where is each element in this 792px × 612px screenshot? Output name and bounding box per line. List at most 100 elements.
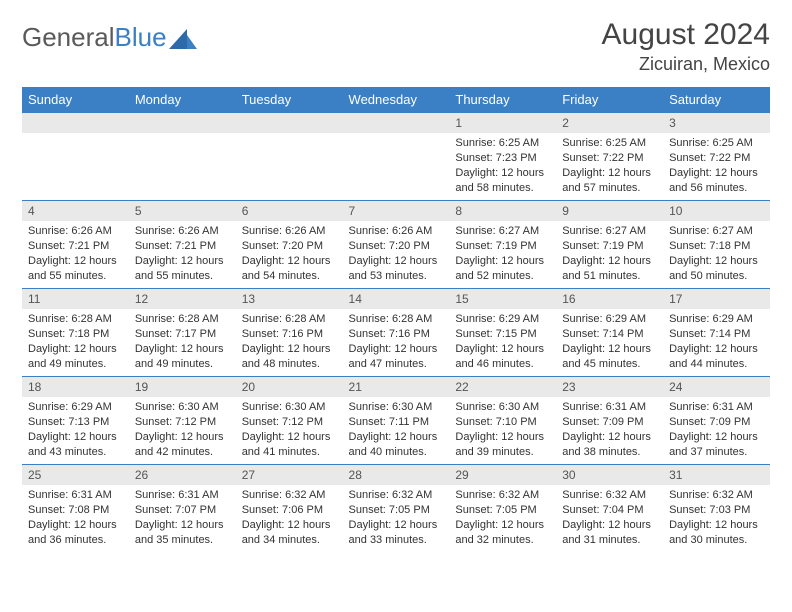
calendar-cell: 23Sunrise: 6:31 AMSunset: 7:09 PMDayligh… xyxy=(556,377,663,465)
day-number: 31 xyxy=(663,465,770,485)
day-number: 18 xyxy=(22,377,129,397)
day-number: 30 xyxy=(556,465,663,485)
day-number xyxy=(343,113,450,133)
day-content: Sunrise: 6:32 AMSunset: 7:04 PMDaylight:… xyxy=(556,485,663,551)
calendar-cell: 4Sunrise: 6:26 AMSunset: 7:21 PMDaylight… xyxy=(22,201,129,289)
day-content: Sunrise: 6:27 AMSunset: 7:19 PMDaylight:… xyxy=(556,221,663,287)
day-content: Sunrise: 6:25 AMSunset: 7:22 PMDaylight:… xyxy=(556,133,663,199)
calendar-cell: 9Sunrise: 6:27 AMSunset: 7:19 PMDaylight… xyxy=(556,201,663,289)
calendar-cell: 29Sunrise: 6:32 AMSunset: 7:05 PMDayligh… xyxy=(449,465,556,553)
calendar-cell: 19Sunrise: 6:30 AMSunset: 7:12 PMDayligh… xyxy=(129,377,236,465)
logo-triangle-icon xyxy=(169,29,197,49)
calendar-cell: 12Sunrise: 6:28 AMSunset: 7:17 PMDayligh… xyxy=(129,289,236,377)
day-header: Monday xyxy=(129,87,236,113)
day-number: 15 xyxy=(449,289,556,309)
day-number: 19 xyxy=(129,377,236,397)
day-number: 1 xyxy=(449,113,556,133)
day-number: 7 xyxy=(343,201,450,221)
day-header: Tuesday xyxy=(236,87,343,113)
calendar-cell: 24Sunrise: 6:31 AMSunset: 7:09 PMDayligh… xyxy=(663,377,770,465)
day-number: 20 xyxy=(236,377,343,397)
calendar-cell: 2Sunrise: 6:25 AMSunset: 7:22 PMDaylight… xyxy=(556,113,663,201)
calendar-cell xyxy=(343,113,450,201)
day-number: 29 xyxy=(449,465,556,485)
day-number xyxy=(236,113,343,133)
day-number xyxy=(129,113,236,133)
day-content: Sunrise: 6:26 AMSunset: 7:20 PMDaylight:… xyxy=(343,221,450,287)
header: GeneralBlue August 2024 Zicuiran, Mexico xyxy=(22,18,770,75)
calendar-cell: 20Sunrise: 6:30 AMSunset: 7:12 PMDayligh… xyxy=(236,377,343,465)
day-content: Sunrise: 6:29 AMSunset: 7:13 PMDaylight:… xyxy=(22,397,129,463)
title-block: August 2024 Zicuiran, Mexico xyxy=(602,18,770,75)
day-number: 3 xyxy=(663,113,770,133)
day-number: 5 xyxy=(129,201,236,221)
calendar-cell: 3Sunrise: 6:25 AMSunset: 7:22 PMDaylight… xyxy=(663,113,770,201)
month-title: August 2024 xyxy=(602,18,770,52)
calendar-cell xyxy=(236,113,343,201)
day-number: 12 xyxy=(129,289,236,309)
day-content: Sunrise: 6:29 AMSunset: 7:15 PMDaylight:… xyxy=(449,309,556,375)
day-content: Sunrise: 6:31 AMSunset: 7:08 PMDaylight:… xyxy=(22,485,129,551)
day-content: Sunrise: 6:32 AMSunset: 7:05 PMDaylight:… xyxy=(449,485,556,551)
calendar-week-row: 25Sunrise: 6:31 AMSunset: 7:08 PMDayligh… xyxy=(22,465,770,553)
day-header: Friday xyxy=(556,87,663,113)
calendar-cell: 22Sunrise: 6:30 AMSunset: 7:10 PMDayligh… xyxy=(449,377,556,465)
day-header: Wednesday xyxy=(343,87,450,113)
day-content: Sunrise: 6:26 AMSunset: 7:21 PMDaylight:… xyxy=(22,221,129,287)
calendar-cell: 11Sunrise: 6:28 AMSunset: 7:18 PMDayligh… xyxy=(22,289,129,377)
calendar-cell: 30Sunrise: 6:32 AMSunset: 7:04 PMDayligh… xyxy=(556,465,663,553)
calendar-cell: 16Sunrise: 6:29 AMSunset: 7:14 PMDayligh… xyxy=(556,289,663,377)
calendar-cell: 5Sunrise: 6:26 AMSunset: 7:21 PMDaylight… xyxy=(129,201,236,289)
calendar-cell: 28Sunrise: 6:32 AMSunset: 7:05 PMDayligh… xyxy=(343,465,450,553)
day-number: 24 xyxy=(663,377,770,397)
day-number: 23 xyxy=(556,377,663,397)
calendar-cell: 31Sunrise: 6:32 AMSunset: 7:03 PMDayligh… xyxy=(663,465,770,553)
day-number: 21 xyxy=(343,377,450,397)
day-content: Sunrise: 6:28 AMSunset: 7:16 PMDaylight:… xyxy=(343,309,450,375)
logo: GeneralBlue xyxy=(22,22,197,53)
day-number: 13 xyxy=(236,289,343,309)
day-number xyxy=(22,113,129,133)
calendar-cell: 27Sunrise: 6:32 AMSunset: 7:06 PMDayligh… xyxy=(236,465,343,553)
day-content: Sunrise: 6:31 AMSunset: 7:09 PMDaylight:… xyxy=(556,397,663,463)
day-content: Sunrise: 6:32 AMSunset: 7:06 PMDaylight:… xyxy=(236,485,343,551)
day-content: Sunrise: 6:30 AMSunset: 7:11 PMDaylight:… xyxy=(343,397,450,463)
day-header: Saturday xyxy=(663,87,770,113)
day-content: Sunrise: 6:25 AMSunset: 7:22 PMDaylight:… xyxy=(663,133,770,199)
day-content: Sunrise: 6:28 AMSunset: 7:17 PMDaylight:… xyxy=(129,309,236,375)
day-content: Sunrise: 6:32 AMSunset: 7:05 PMDaylight:… xyxy=(343,485,450,551)
calendar-week-row: 4Sunrise: 6:26 AMSunset: 7:21 PMDaylight… xyxy=(22,201,770,289)
day-content: Sunrise: 6:26 AMSunset: 7:20 PMDaylight:… xyxy=(236,221,343,287)
calendar-week-row: 18Sunrise: 6:29 AMSunset: 7:13 PMDayligh… xyxy=(22,377,770,465)
day-number: 10 xyxy=(663,201,770,221)
calendar-cell: 21Sunrise: 6:30 AMSunset: 7:11 PMDayligh… xyxy=(343,377,450,465)
day-number: 22 xyxy=(449,377,556,397)
day-number: 28 xyxy=(343,465,450,485)
day-number: 6 xyxy=(236,201,343,221)
calendar-cell: 8Sunrise: 6:27 AMSunset: 7:19 PMDaylight… xyxy=(449,201,556,289)
calendar-cell: 26Sunrise: 6:31 AMSunset: 7:07 PMDayligh… xyxy=(129,465,236,553)
day-header: Sunday xyxy=(22,87,129,113)
day-number: 25 xyxy=(22,465,129,485)
calendar-cell xyxy=(129,113,236,201)
day-number: 11 xyxy=(22,289,129,309)
calendar-cell: 18Sunrise: 6:29 AMSunset: 7:13 PMDayligh… xyxy=(22,377,129,465)
day-content: Sunrise: 6:27 AMSunset: 7:18 PMDaylight:… xyxy=(663,221,770,287)
calendar-cell: 1Sunrise: 6:25 AMSunset: 7:23 PMDaylight… xyxy=(449,113,556,201)
day-content: Sunrise: 6:30 AMSunset: 7:10 PMDaylight:… xyxy=(449,397,556,463)
day-header: Thursday xyxy=(449,87,556,113)
day-number: 27 xyxy=(236,465,343,485)
day-content: Sunrise: 6:28 AMSunset: 7:18 PMDaylight:… xyxy=(22,309,129,375)
calendar-cell: 15Sunrise: 6:29 AMSunset: 7:15 PMDayligh… xyxy=(449,289,556,377)
day-content: Sunrise: 6:26 AMSunset: 7:21 PMDaylight:… xyxy=(129,221,236,287)
day-content: Sunrise: 6:30 AMSunset: 7:12 PMDaylight:… xyxy=(236,397,343,463)
day-content: Sunrise: 6:31 AMSunset: 7:09 PMDaylight:… xyxy=(663,397,770,463)
calendar-week-row: 1Sunrise: 6:25 AMSunset: 7:23 PMDaylight… xyxy=(22,113,770,201)
calendar-body: 1Sunrise: 6:25 AMSunset: 7:23 PMDaylight… xyxy=(22,113,770,553)
calendar-cell xyxy=(22,113,129,201)
day-number: 9 xyxy=(556,201,663,221)
day-content: Sunrise: 6:25 AMSunset: 7:23 PMDaylight:… xyxy=(449,133,556,199)
day-content: Sunrise: 6:30 AMSunset: 7:12 PMDaylight:… xyxy=(129,397,236,463)
calendar-cell: 13Sunrise: 6:28 AMSunset: 7:16 PMDayligh… xyxy=(236,289,343,377)
logo-text-blue: Blue xyxy=(115,22,167,53)
